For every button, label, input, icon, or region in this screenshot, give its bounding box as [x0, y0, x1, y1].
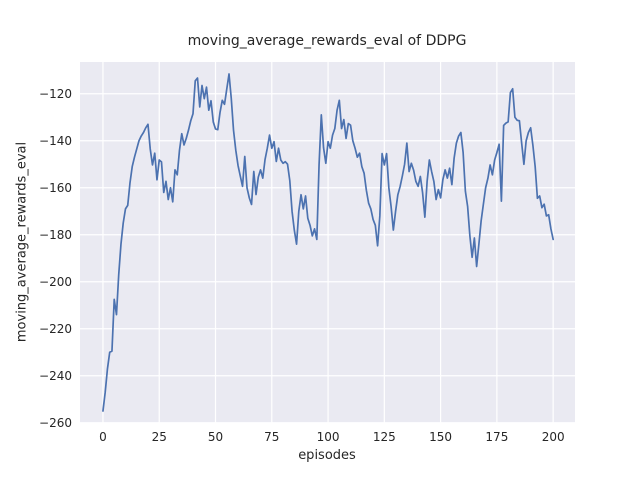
y-tick-label: −140	[39, 133, 72, 148]
y-tick-label: −120	[39, 86, 72, 101]
x-tick-label: 100	[316, 430, 340, 444]
x-tick-label: 25	[151, 430, 167, 444]
x-tick-label: 125	[372, 430, 396, 444]
y-tick-label: −160	[39, 180, 72, 195]
y-tick-label: −220	[39, 321, 72, 336]
x-tick-label: 50	[207, 430, 224, 444]
y-tick-label: −240	[39, 368, 72, 383]
y-tick-label: −260	[39, 415, 72, 430]
y-tick-label: −200	[39, 274, 72, 289]
x-tick-label: 175	[485, 430, 509, 444]
y-tick-label: −180	[39, 227, 72, 242]
plot-svg	[80, 62, 575, 423]
x-tick-label: 75	[264, 430, 280, 444]
x-tick-label: 200	[541, 430, 565, 444]
x-tick-label: 150	[429, 430, 453, 444]
y-axis-label: moving_average_rewards_eval	[14, 141, 30, 343]
x-tick-label: 0	[99, 430, 107, 444]
x-axis-label: episodes	[298, 448, 356, 463]
plot-area	[80, 62, 575, 423]
chart-title: moving_average_rewards_eval of DDPG	[187, 33, 467, 49]
series-line	[102, 73, 555, 412]
